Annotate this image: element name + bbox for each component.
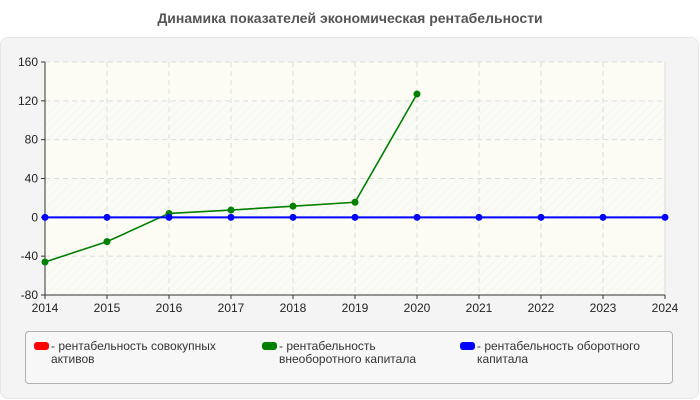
x-tick-label: 2023 [590, 301, 617, 315]
data-series [41, 90, 669, 266]
data-point [475, 213, 483, 221]
data-point [413, 213, 421, 221]
x-tick-label: 2017 [218, 301, 245, 315]
data-point [103, 238, 111, 246]
x-tick-label: 2016 [156, 301, 183, 315]
legend-swatch-green [262, 342, 277, 350]
legend-label: - рентабельность оборотного капитала [477, 339, 640, 366]
data-point [413, 90, 421, 98]
data-point [661, 213, 669, 221]
legend: - рентабельность совокупных активов - ре… [25, 331, 673, 384]
data-point [351, 198, 359, 206]
y-tick-label: 80 [25, 133, 39, 147]
legend-swatch-red [34, 342, 49, 350]
x-tick-label: 2021 [466, 301, 493, 315]
x-tick-label: 2024 [652, 301, 679, 315]
data-point [351, 213, 359, 221]
x-tick-label: 2019 [342, 301, 369, 315]
y-tick-label: 0 [31, 210, 38, 224]
x-tick-label: 2015 [94, 301, 121, 315]
x-tick-label: 2018 [280, 301, 307, 315]
y-tick-label: -40 [21, 249, 39, 263]
legend-label: - рентабельность внеоборотного капитала [279, 339, 416, 366]
data-point [227, 206, 235, 214]
chart-title: Динамика показателей экономическая рента… [157, 10, 543, 26]
data-point [289, 213, 297, 221]
legend-swatch-blue [460, 342, 475, 350]
x-tick-label: 2022 [528, 301, 555, 315]
legend-label: - рентабельность совокупных активов [51, 339, 216, 366]
data-point [41, 213, 49, 221]
series-line [41, 213, 669, 221]
data-point [227, 213, 235, 221]
data-point [599, 213, 607, 221]
data-point [41, 258, 49, 266]
data-point [103, 213, 111, 221]
data-point [165, 213, 173, 221]
x-tick-label: 2014 [32, 301, 59, 315]
data-point [537, 213, 545, 221]
y-tick-label: 120 [18, 94, 38, 108]
y-tick-label: 40 [25, 172, 39, 186]
data-point [289, 202, 297, 210]
y-tick-label: -80 [21, 288, 39, 302]
y-tick-label: 160 [18, 55, 38, 69]
x-tick-label: 2020 [404, 301, 431, 315]
